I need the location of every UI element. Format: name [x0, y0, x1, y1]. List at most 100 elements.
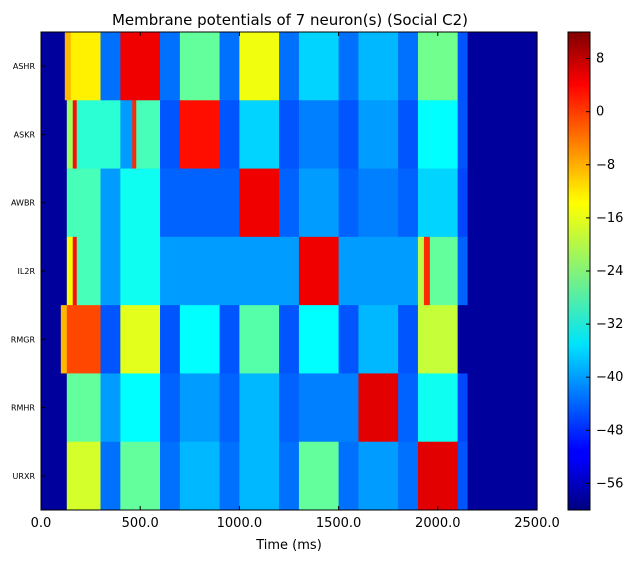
heatmap-cell: [41, 100, 68, 170]
heatmap-cell: [160, 32, 181, 101]
colorbar-tick-label: 8: [596, 52, 604, 67]
heatmap-cell: [41, 236, 68, 306]
heatmap-cell: [70, 32, 102, 101]
heatmap-cell: [398, 100, 419, 170]
heatmap-cell: [457, 373, 469, 443]
colorbar-ticks: 8 0 −8 −16 −24 −32 −40 −48 −56: [586, 52, 623, 491]
heatmap-cell: [417, 100, 459, 170]
heatmap-cells: [41, 32, 538, 511]
heatmap-cell: [219, 305, 240, 374]
heatmap-cell: [120, 441, 161, 511]
heatmap-cell: [338, 100, 360, 170]
heatmap-cell: [41, 305, 62, 374]
row-labels: ASHR ASKR AWBR IL2R RMGR RMHR URXR: [11, 62, 45, 481]
heatmap-cell: [41, 168, 68, 238]
heatmap-cell: [76, 100, 121, 170]
heatmap-cell: [298, 32, 340, 101]
heatmap-cell: [358, 305, 399, 374]
heatmap-cell: [66, 305, 102, 374]
heatmap-cell: [160, 168, 240, 238]
heatmap-cell: [239, 441, 280, 511]
row-label: IL2R: [18, 267, 36, 276]
heatmap-cell: [219, 32, 240, 101]
heatmap-cell: [298, 100, 340, 170]
heatmap-cell: [457, 305, 538, 374]
heatmap-cell: [279, 100, 300, 170]
heatmap-cell: [219, 441, 240, 511]
row-label: URXR: [13, 472, 36, 481]
heatmap-cell: [64, 32, 72, 101]
heatmap-cell: [417, 373, 459, 443]
heatmap-cell: [120, 100, 133, 170]
heatmap-cell: [239, 100, 280, 170]
heatmap-cell: [467, 441, 538, 511]
heatmap-cell: [338, 305, 360, 374]
row-label: RMGR: [11, 335, 36, 344]
x-tick-label: 500.0: [122, 516, 159, 531]
heatmap-cell: [457, 32, 469, 101]
heatmap-cell: [398, 236, 419, 306]
heatmap-cell: [467, 168, 538, 238]
colorbar-tick-label: −48: [596, 423, 623, 438]
row-label: ASHR: [13, 62, 36, 71]
heatmap-cell: [358, 441, 399, 511]
heatmap-cell: [66, 168, 102, 238]
colorbar-tick-label: −56: [596, 476, 623, 491]
x-tick-label: 2000.0: [415, 516, 461, 531]
heatmap-cell: [279, 168, 300, 238]
heatmap-cell: [120, 305, 161, 374]
colorbar-tick-label: −32: [596, 317, 623, 332]
heatmap-cell: [219, 373, 240, 443]
heatmap-cell: [338, 236, 360, 306]
row-label: RMHR: [11, 404, 35, 413]
heatmap-cell: [120, 373, 161, 443]
heatmap-cell: [160, 373, 181, 443]
heatmap-cell: [160, 100, 181, 170]
heatmap-cell: [100, 373, 121, 443]
heatmap-cell: [358, 373, 399, 443]
heatmap-cell: [467, 236, 538, 306]
heatmap-cell: [417, 236, 425, 306]
heatmap-cell: [219, 100, 240, 170]
heatmap-cell: [100, 168, 121, 238]
heatmap-cell: [66, 441, 102, 511]
heatmap-cell: [338, 168, 360, 238]
heatmap-cell: [417, 32, 459, 101]
heatmap-cell: [279, 236, 300, 306]
heatmap-cell: [76, 236, 102, 306]
heatmap-cell: [66, 100, 74, 170]
heatmap-cell: [179, 236, 221, 306]
heatmap-cell: [457, 236, 469, 306]
heatmap-cell: [358, 236, 399, 306]
colorbar-tick-label: −16: [596, 211, 623, 226]
heatmap-cell: [136, 100, 161, 170]
heatmap-cell: [467, 100, 538, 170]
heatmap-cell: [298, 236, 340, 306]
heatmap-cell: [417, 168, 459, 238]
heatmap-cell: [239, 32, 280, 101]
heatmap-cell: [358, 32, 399, 101]
heatmap-cell: [160, 441, 181, 511]
heatmap-cell: [160, 236, 181, 306]
heatmap-cell: [398, 305, 419, 374]
heatmap-cell: [423, 236, 431, 306]
heatmap-cell: [467, 373, 538, 443]
x-axis-ticks: 0.0 500.0 1000.0 1500.0 2000.0 2500.0: [31, 32, 560, 531]
heatmap-cell: [120, 168, 161, 238]
heatmap-cell: [219, 236, 240, 306]
heatmap-cell: [457, 100, 469, 170]
chart-title: Membrane potentials of 7 neuron(s) (Soci…: [112, 11, 468, 29]
heatmap-cell: [298, 168, 340, 238]
heatmap-cell: [358, 100, 399, 170]
heatmap-cell: [41, 373, 68, 443]
heatmap-cell: [279, 305, 300, 374]
heatmap-cell: [398, 32, 419, 101]
heatmap-cell: [120, 236, 161, 306]
heatmap-cell: [100, 32, 121, 101]
heatmap-cell: [72, 236, 78, 306]
heatmap-cell: [239, 236, 280, 306]
heatmap-cell: [429, 236, 459, 306]
heatmap-cell: [60, 305, 68, 374]
heatmap-cell: [279, 441, 300, 511]
